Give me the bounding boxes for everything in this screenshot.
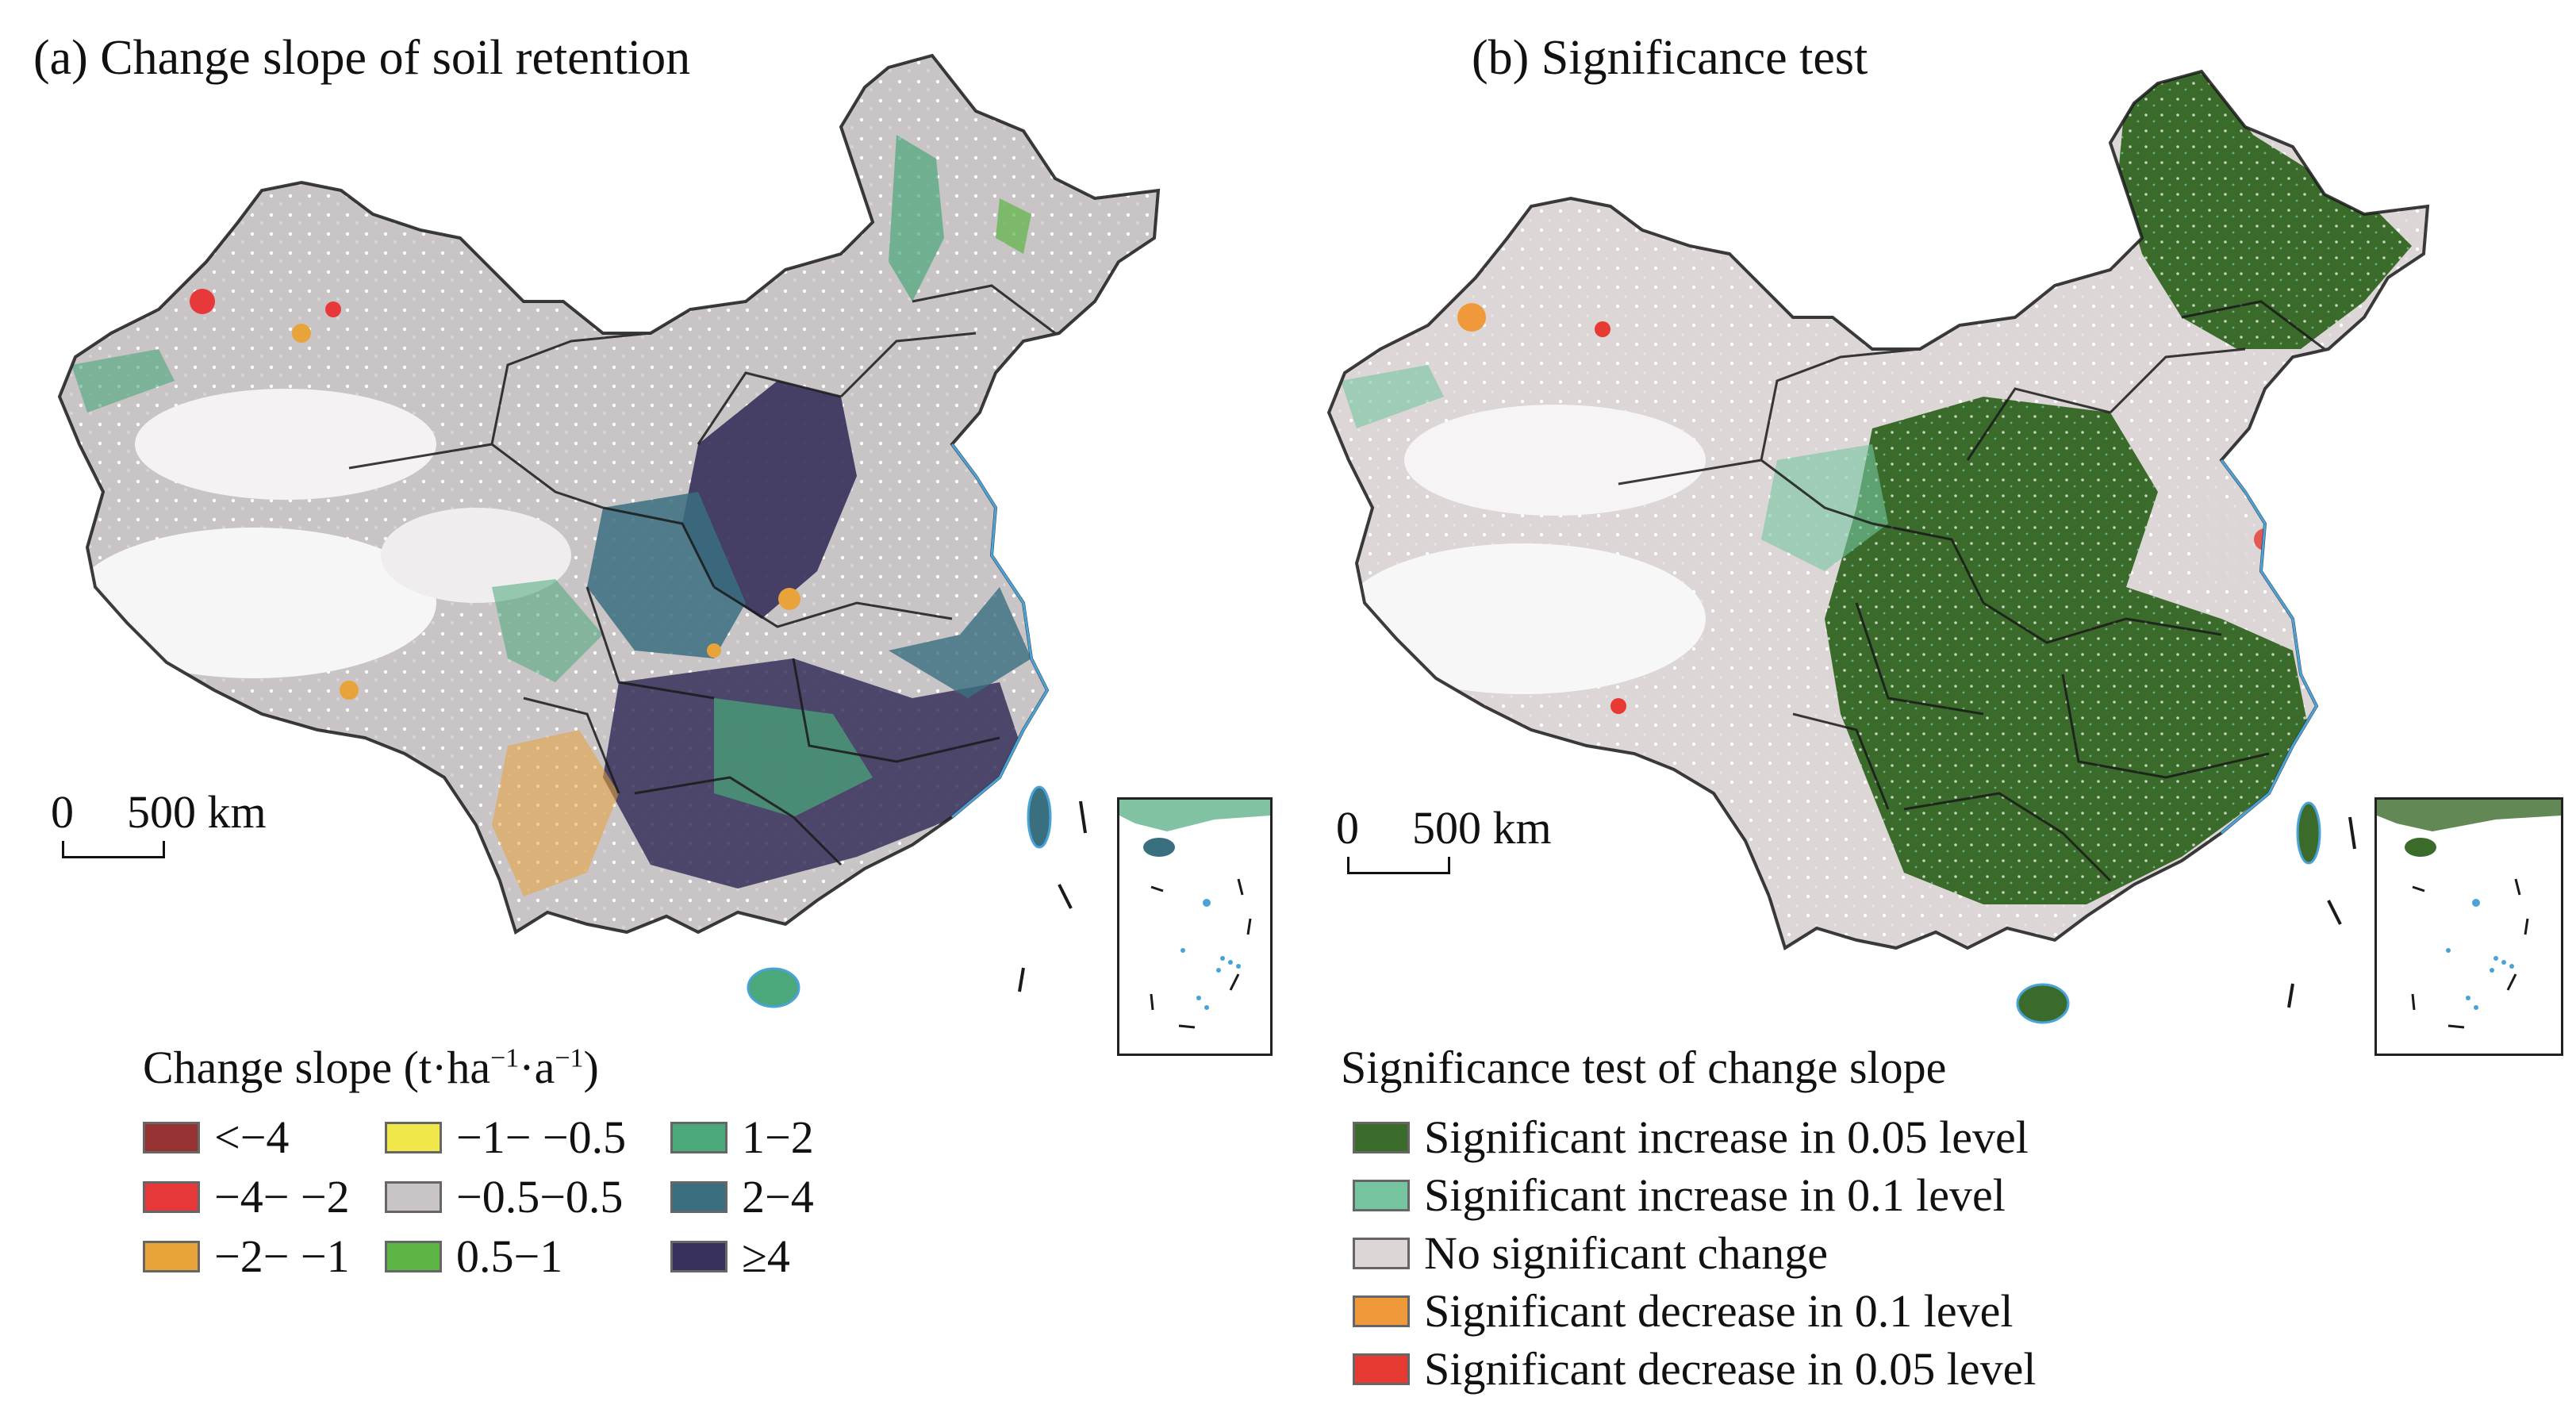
legend-label: 1−2 (742, 1111, 814, 1163)
scale-bar-line (1347, 857, 1450, 874)
legend-swatch (1353, 1295, 1410, 1327)
legend-swatch (1353, 1353, 1410, 1385)
legend-b-item: Significant increase in 0.1 level (1353, 1173, 2006, 1219)
panel-b-map (1327, 70, 2429, 1024)
hainan-island (747, 967, 800, 1008)
legend-swatch (385, 1181, 442, 1213)
panel-b: (b) Significance test (1285, 0, 2576, 1401)
legend-label: No significant change (1424, 1227, 1828, 1279)
legend-b-item: Significant decrease in 0.1 level (1353, 1288, 2013, 1334)
legend-label: Significant increase in 0.1 level (1424, 1169, 2006, 1221)
legend-a-item: −1− −0.5 (385, 1115, 626, 1161)
legend-a-item: −0.5−0.5 (385, 1174, 623, 1220)
legend-a-title: Change slope (t·ha−1·a−1) (143, 1042, 599, 1093)
legend-label: Significant decrease in 0.1 level (1424, 1285, 2014, 1337)
scale-bar-line (62, 841, 165, 858)
legend-b-item: Significant decrease in 0.05 level (1353, 1346, 2036, 1392)
legend-label: <−4 (214, 1111, 290, 1163)
panel-a: (a) Change slope of soil retention (0, 0, 1285, 1401)
legend-swatch (670, 1241, 727, 1272)
legend-swatch (385, 1241, 442, 1272)
scale-zero-label: 0 (1336, 802, 1359, 854)
legend-a-item: 2−4 (670, 1174, 814, 1220)
legend-label: 2−4 (742, 1171, 814, 1223)
panel-a-map (58, 54, 1160, 1008)
legend-swatch (1353, 1180, 1410, 1211)
legend-label: −1− −0.5 (456, 1111, 627, 1163)
legend-label: −4− −2 (214, 1171, 350, 1223)
legend-swatch (143, 1122, 200, 1153)
legend-a-item: 1−2 (670, 1115, 814, 1161)
legend-swatch (670, 1122, 727, 1153)
scale-distance-label: 500 km (1412, 802, 1552, 854)
legend-label: Significant increase in 0.05 level (1424, 1111, 2029, 1163)
legend-a-item: −4− −2 (143, 1174, 350, 1220)
south-china-sea-inset (2374, 797, 2563, 1056)
scale-distance-label: 500 km (127, 786, 267, 838)
legend-a-item: 0.5−1 (385, 1234, 562, 1280)
legend-swatch (1353, 1122, 1410, 1153)
legend-label: −0.5−0.5 (456, 1171, 624, 1223)
legend-a-item: ≥4 (670, 1234, 790, 1280)
legend-b-item: Significant increase in 0.05 level (1353, 1115, 2029, 1161)
legend-label: Significant decrease in 0.05 level (1424, 1343, 2037, 1395)
taiwan-island (2296, 801, 2321, 865)
legend-swatch (143, 1181, 200, 1213)
legend-swatch (1353, 1238, 1410, 1269)
taiwan-island (1027, 785, 1052, 849)
legend-b-title: Significance test of change slope (1341, 1042, 1947, 1093)
panel-b-title: (b) Significance test (1472, 31, 1868, 85)
hainan-island (2016, 983, 2070, 1024)
legend-swatch (143, 1241, 200, 1272)
panel-a-title: (a) Change slope of soil retention (33, 31, 691, 85)
legend-label: −2− −1 (214, 1230, 350, 1282)
legend-swatch (385, 1122, 442, 1153)
legend-label: ≥4 (742, 1230, 790, 1282)
legend-b-item: No significant change (1353, 1230, 1828, 1276)
scale-zero-label: 0 (51, 786, 74, 838)
legend-label: 0.5−1 (456, 1230, 563, 1282)
panel-a-scale-bar: 0 500 km (48, 785, 267, 865)
legend-a-item: <−4 (143, 1115, 289, 1161)
legend-a-item: −2− −1 (143, 1234, 350, 1280)
legend-swatch (670, 1181, 727, 1213)
panel-b-scale-bar: 0 500 km (1333, 801, 1552, 881)
south-china-sea-inset (1117, 797, 1273, 1056)
